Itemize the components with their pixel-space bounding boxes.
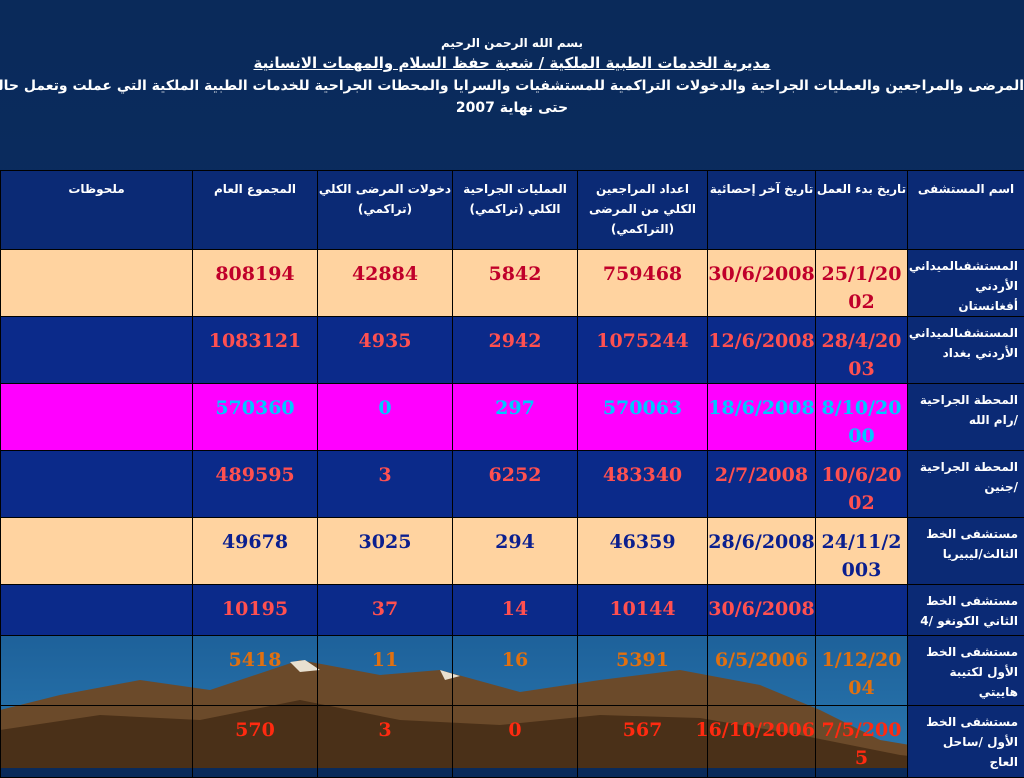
admissions-count: 37: [318, 585, 453, 636]
table-row: مستشفى الخط الثاني الكونغو /4 30/6/2008 …: [1, 585, 1024, 636]
surgeries-count: 5842: [453, 250, 578, 317]
surgeries-count: 16: [453, 636, 578, 706]
visitors-count: 759468: [578, 250, 708, 317]
column-header: تاريخ آخر إحصائية: [708, 171, 816, 250]
last-stat-date: 6/5/2006: [708, 636, 816, 706]
column-header: اعداد المراجعين الكلي من المرضى (التراكم…: [578, 171, 708, 250]
grand-total: 5418: [193, 636, 318, 706]
page-title: مديرية الخدمات الطبية الملكية / شعبة حفظ…: [0, 54, 1024, 72]
grand-total: 808194: [193, 250, 318, 317]
surgeries-count: 6252: [453, 451, 578, 518]
notes: [1, 384, 193, 451]
surgeries-count: 297: [453, 384, 578, 451]
table-row: المستشفىالميداني الأردني بغداد 28/4/2003…: [1, 317, 1024, 384]
visitors-count: 1075244: [578, 317, 708, 384]
visitors-count: 46359: [578, 518, 708, 585]
start-date: 1/12/2004: [816, 636, 908, 706]
surgeries-count: 14: [453, 585, 578, 636]
visitors-count: 570063: [578, 384, 708, 451]
last-stat-date: 28/6/2008: [708, 518, 816, 585]
hospital-name: المستشفىالميداني الأردني بغداد: [908, 317, 1024, 384]
last-stat-date: 12/6/2008: [708, 317, 816, 384]
grand-total: 10195: [193, 585, 318, 636]
last-stat-date: 18/6/2008: [708, 384, 816, 451]
notes: [1, 518, 193, 585]
grand-total: 49678: [193, 518, 318, 585]
page-subtitle-date: حتى نهاية 2007: [0, 100, 1024, 116]
column-header: العمليات الجراحية الكلي (تراكمي): [453, 171, 578, 250]
hospital-name: مستشفى الخط الثاني الكونغو /4: [908, 585, 1024, 636]
hospital-name: مستشفى الخط الأول /ساحل العاج: [908, 706, 1024, 778]
start-date: [816, 585, 908, 636]
table-row: مستشفى الخط الثالث/ليبيريا 24/11/2003 28…: [1, 518, 1024, 585]
page-subtitle: المرضى والمراجعين والعمليات الجراحية وال…: [0, 78, 1024, 94]
visitors-count: 567: [578, 706, 708, 778]
hospital-name: المحطة الجراحية /رام الله: [908, 384, 1024, 451]
basmala: بسم الله الرحمن الرحيم: [0, 36, 1024, 50]
visitors-count: 5391: [578, 636, 708, 706]
last-stat-date: 2/7/2008: [708, 451, 816, 518]
column-header: اسم المستشفى: [908, 171, 1024, 250]
column-header: تاريخ بدء العمل: [816, 171, 908, 250]
surgeries-count: 2942: [453, 317, 578, 384]
notes: [1, 585, 193, 636]
table-header-row: اسم المستشفى تاريخ بدء العمل تاريخ آخر إ…: [1, 171, 1024, 250]
start-date: 7/5/2005: [816, 706, 908, 778]
notes: [1, 317, 193, 384]
statistics-table: اسم المستشفى تاريخ بدء العمل تاريخ آخر إ…: [0, 170, 1024, 778]
admissions-count: 4935: [318, 317, 453, 384]
admissions-count: 3: [318, 706, 453, 778]
admissions-count: 11: [318, 636, 453, 706]
notes: [1, 250, 193, 317]
admissions-count: 3025: [318, 518, 453, 585]
notes: [1, 636, 193, 706]
table-row: مستشفى الخط الأول لكتيبة هاييتي 1/12/200…: [1, 636, 1024, 706]
grand-total: 570: [193, 706, 318, 778]
start-date: 8/10/2000: [816, 384, 908, 451]
grand-total: 1083121: [193, 317, 318, 384]
table-row: المحطة الجراحية /رام الله 8/10/2000 18/6…: [1, 384, 1024, 451]
table-row: المحطة الجراحية /جنين 10/6/2002 2/7/2008…: [1, 451, 1024, 518]
table-row: المستشفىالميداني الأردني أفغانستان 25/1/…: [1, 250, 1024, 317]
grand-total: 570360: [193, 384, 318, 451]
last-stat-date: 30/6/2008: [708, 585, 816, 636]
hospital-name: مستشفى الخط الأول لكتيبة هاييتي: [908, 636, 1024, 706]
notes: [1, 706, 193, 778]
hospital-name: المحطة الجراحية /جنين: [908, 451, 1024, 518]
column-header: دخولات المرضى الكلي (تراكمي): [318, 171, 453, 250]
start-date: 24/11/2003: [816, 518, 908, 585]
hospital-name: مستشفى الخط الثالث/ليبيريا: [908, 518, 1024, 585]
surgeries-count: 294: [453, 518, 578, 585]
visitors-count: 10144: [578, 585, 708, 636]
last-stat-date: 16/10/2006: [708, 706, 816, 778]
table-row: مستشفى الخط الأول /ساحل العاج 7/5/2005 1…: [1, 706, 1024, 778]
slide-header: بسم الله الرحمن الرحيم مديرية الخدمات ال…: [0, 36, 1024, 116]
visitors-count: 483340: [578, 451, 708, 518]
last-stat-date: 30/6/2008: [708, 250, 816, 317]
column-header: ملحوظات: [1, 171, 193, 250]
start-date: 25/1/2002: [816, 250, 908, 317]
notes: [1, 451, 193, 518]
start-date: 10/6/2002: [816, 451, 908, 518]
hospital-name: المستشفىالميداني الأردني أفغانستان: [908, 250, 1024, 317]
grand-total: 489595: [193, 451, 318, 518]
start-date: 28/4/2003: [816, 317, 908, 384]
admissions-count: 42884: [318, 250, 453, 317]
surgeries-count: 0: [453, 706, 578, 778]
admissions-count: 3: [318, 451, 453, 518]
column-header: المجموع العام: [193, 171, 318, 250]
admissions-count: 0: [318, 384, 453, 451]
